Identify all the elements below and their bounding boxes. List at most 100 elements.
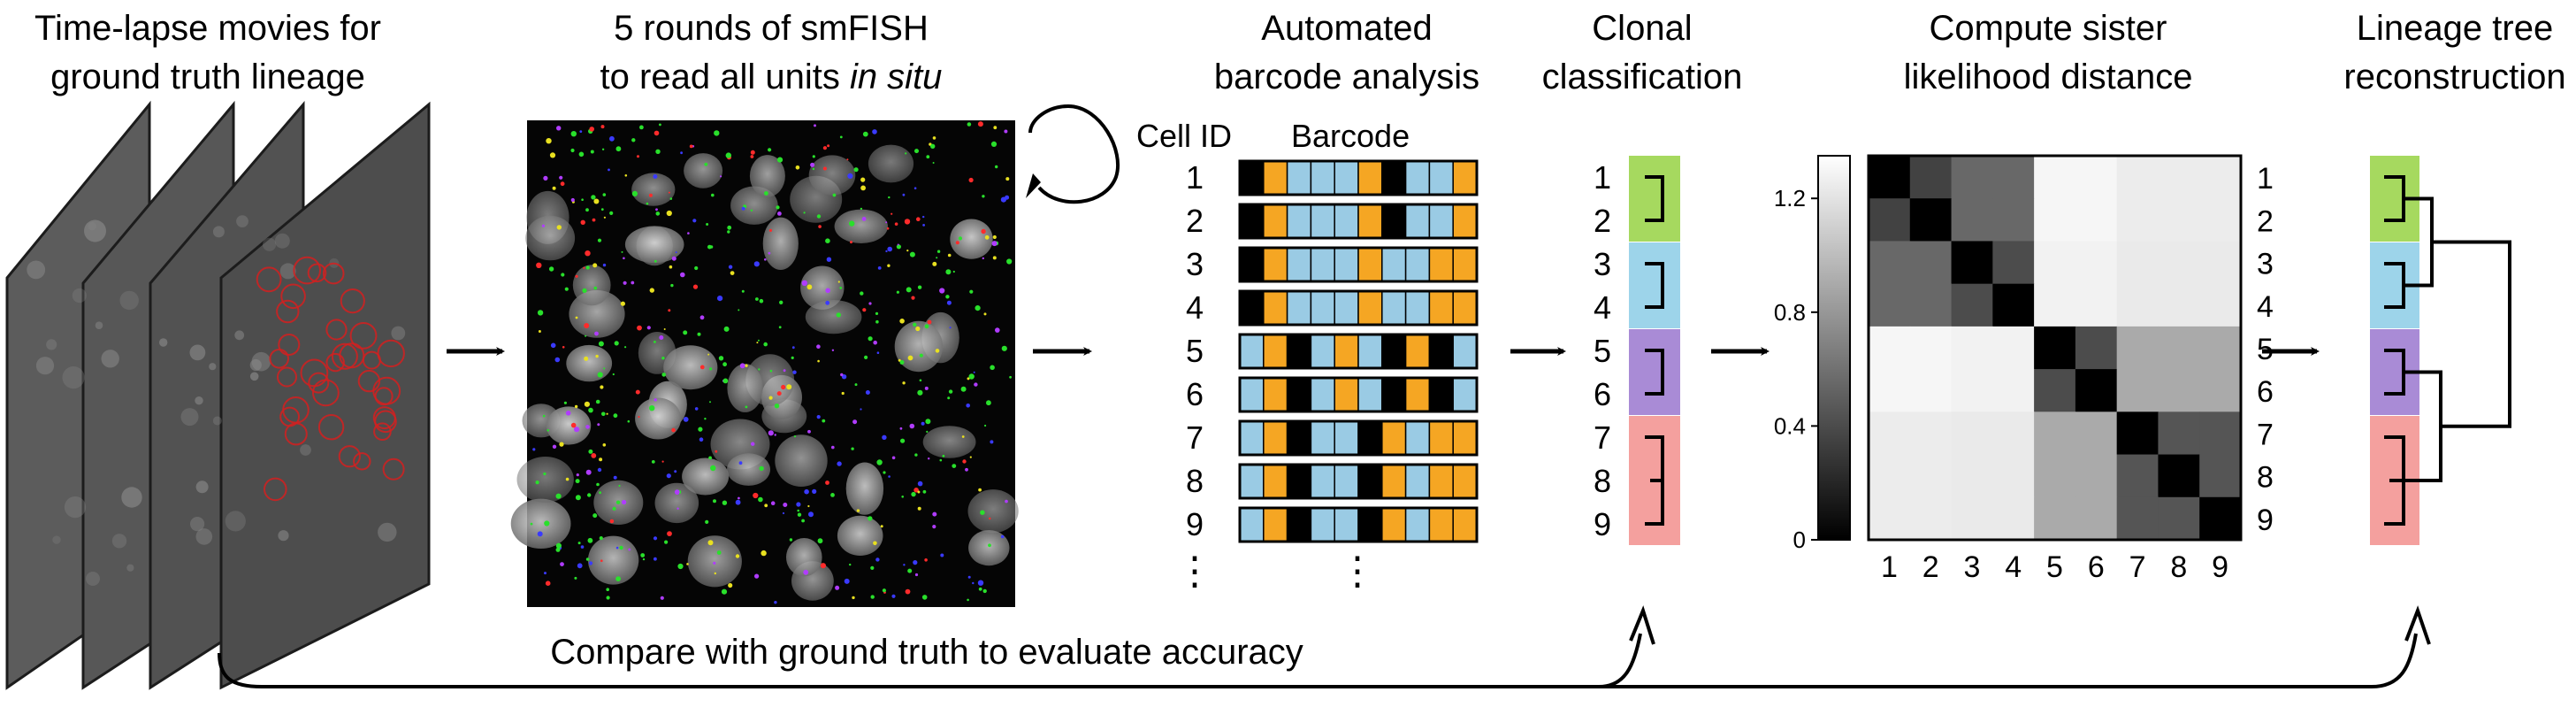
fish-spot bbox=[928, 457, 930, 460]
clonal-title-line1: Clonal bbox=[1592, 9, 1692, 48]
heatmap-cell bbox=[1951, 369, 1993, 412]
barcode-unit bbox=[1428, 420, 1454, 456]
fish-spot bbox=[635, 389, 640, 395]
fish-spot bbox=[882, 434, 887, 440]
barcode-unit bbox=[1310, 464, 1335, 499]
fish-spot bbox=[585, 250, 591, 257]
smfish-title-line2: to read all units in situ bbox=[600, 58, 943, 96]
barcode-unit bbox=[1334, 290, 1359, 326]
heatmap-cell bbox=[1992, 198, 2035, 242]
fish-spot bbox=[717, 296, 723, 302]
fish-spot bbox=[897, 243, 899, 246]
fish-spot bbox=[659, 335, 664, 340]
heatmap-row-label: 7 bbox=[2257, 418, 2274, 451]
fish-spot bbox=[580, 219, 585, 225]
fish-spot bbox=[757, 339, 760, 342]
fish-spot bbox=[839, 287, 843, 289]
fish-spot bbox=[779, 300, 784, 304]
nucleus bbox=[868, 144, 914, 183]
heatmap-cell bbox=[1992, 454, 2035, 498]
fish-spot bbox=[952, 464, 957, 468]
nucleus bbox=[624, 226, 684, 264]
heatmap-cell bbox=[2158, 241, 2200, 285]
fish-spot bbox=[988, 543, 991, 548]
heatmap-cell bbox=[2116, 156, 2159, 199]
heatmap-cell bbox=[2034, 283, 2076, 327]
fish-spot bbox=[535, 481, 539, 485]
fish-spot bbox=[603, 367, 606, 370]
barcode-unit bbox=[1381, 290, 1407, 326]
fish-spot bbox=[962, 459, 967, 464]
clonal-cell-label: 4 bbox=[1594, 289, 1611, 326]
fish-spot bbox=[694, 407, 699, 411]
barcode-unit bbox=[1428, 160, 1454, 196]
barcode-unit bbox=[1310, 247, 1335, 282]
fish-spot bbox=[836, 312, 841, 318]
fish-spot bbox=[844, 578, 850, 584]
fish-spot bbox=[968, 177, 974, 183]
barcode-unit bbox=[1334, 204, 1359, 239]
fish-spot bbox=[683, 330, 688, 335]
fish-spot bbox=[885, 250, 888, 253]
barcode-unit bbox=[1334, 507, 1359, 542]
fish-spot bbox=[563, 401, 568, 404]
fish-spot bbox=[914, 573, 919, 577]
fish-spot bbox=[577, 563, 583, 569]
fish-spot bbox=[1000, 534, 1005, 539]
fish-spot bbox=[727, 230, 730, 234]
barcode-outline bbox=[1238, 246, 1479, 283]
clonal-cell-label: 3 bbox=[1594, 246, 1611, 282]
timelapse-title-line2: ground truth lineage bbox=[50, 58, 365, 96]
fish-spot bbox=[745, 405, 748, 409]
fish-spot bbox=[808, 511, 814, 518]
cell-spot bbox=[251, 351, 271, 372]
heatmap-cell bbox=[2075, 156, 2118, 199]
fish-spot bbox=[718, 356, 724, 361]
barcode-unit bbox=[1263, 290, 1288, 326]
barcode-unit bbox=[1381, 160, 1407, 196]
fish-spot bbox=[825, 481, 829, 485]
barcode-unit bbox=[1310, 377, 1335, 412]
fish-spot bbox=[783, 503, 788, 507]
fish-spot bbox=[764, 191, 768, 196]
fish-spot bbox=[559, 442, 564, 447]
heatmap-cell bbox=[2199, 283, 2242, 327]
fish-spot bbox=[783, 369, 786, 373]
fish-spot bbox=[902, 193, 906, 196]
fish-spot bbox=[588, 561, 593, 565]
fish-spot bbox=[661, 373, 666, 377]
fish-spot bbox=[978, 488, 982, 492]
barcode-rows: 1 2 3 4 5 6 7 8 9 bbox=[1186, 159, 1479, 543]
fish-spot bbox=[738, 309, 740, 311]
nucleus bbox=[684, 153, 723, 188]
lineage-title-line1: Lineage tree bbox=[2357, 9, 2553, 48]
cell-spot bbox=[263, 237, 277, 251]
nucleus bbox=[727, 453, 770, 486]
fish-spot bbox=[911, 491, 916, 497]
fish-spot bbox=[822, 166, 827, 171]
fish-spot bbox=[591, 195, 596, 200]
fish-spot bbox=[990, 440, 994, 444]
heatmap-cell bbox=[1909, 241, 1953, 285]
barcode-unit bbox=[1263, 160, 1288, 196]
fish-spot bbox=[585, 265, 590, 270]
fish-spot bbox=[755, 297, 759, 301]
cell-outline bbox=[353, 452, 371, 471]
cell-spot bbox=[101, 350, 119, 368]
cell-spot bbox=[52, 535, 61, 544]
fish-spot bbox=[927, 319, 932, 325]
nucleus bbox=[968, 530, 1010, 566]
fish-spot bbox=[812, 167, 815, 171]
fish-spot bbox=[735, 554, 740, 558]
fish-spot bbox=[587, 493, 592, 497]
fish-spot bbox=[875, 311, 879, 315]
fish-spot bbox=[882, 588, 887, 593]
fish-spot bbox=[803, 211, 806, 214]
fish-spot bbox=[550, 342, 556, 349]
fish-spot bbox=[896, 244, 902, 250]
fish-spot bbox=[982, 588, 987, 594]
fish-spot bbox=[671, 427, 676, 433]
barcode-unit bbox=[1239, 464, 1265, 499]
fish-spot bbox=[725, 152, 731, 158]
fish-spot bbox=[738, 496, 740, 500]
